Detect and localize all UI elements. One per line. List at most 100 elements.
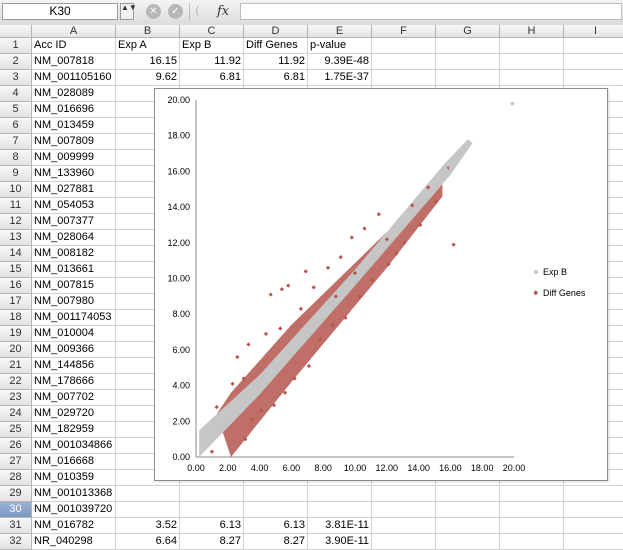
insert-function-button[interactable]: fx bbox=[217, 4, 230, 19]
cell[interactable]: 6.81 bbox=[180, 70, 244, 86]
column-header-b[interactable]: B bbox=[116, 25, 180, 38]
cell[interactable] bbox=[436, 486, 500, 502]
cell[interactable]: NM_054053 bbox=[32, 198, 116, 214]
cell[interactable] bbox=[564, 70, 623, 86]
row-header[interactable]: 16 bbox=[0, 278, 32, 294]
column-header-d[interactable]: D bbox=[244, 25, 308, 38]
cell[interactable] bbox=[244, 486, 308, 502]
cell[interactable] bbox=[436, 54, 500, 70]
cell[interactable]: NM_028089 bbox=[32, 86, 116, 102]
cell[interactable]: NM_001174053 bbox=[32, 310, 116, 326]
cell[interactable]: NM_016782 bbox=[32, 518, 116, 534]
cell[interactable]: NM_182959 bbox=[32, 422, 116, 438]
cell[interactable] bbox=[564, 486, 623, 502]
cell[interactable]: NM_001034866 bbox=[32, 438, 116, 454]
cell[interactable]: NM_001105160 bbox=[32, 70, 116, 86]
cell[interactable] bbox=[180, 486, 244, 502]
cell[interactable]: NM_009366 bbox=[32, 342, 116, 358]
cell[interactable]: 3.90E-11 bbox=[308, 534, 372, 550]
formula-input[interactable] bbox=[240, 3, 622, 20]
cancel-icon[interactable]: ✕ bbox=[146, 4, 161, 19]
cell[interactable]: Exp A bbox=[116, 38, 180, 54]
cell[interactable] bbox=[372, 534, 436, 550]
cell[interactable]: NM_008182 bbox=[32, 246, 116, 262]
column-header-c[interactable]: C bbox=[180, 25, 244, 38]
cell[interactable]: 3.52 bbox=[116, 518, 180, 534]
cell[interactable] bbox=[436, 518, 500, 534]
row-header[interactable]: 9 bbox=[0, 166, 32, 182]
cell[interactable] bbox=[436, 534, 500, 550]
row-header[interactable]: 7 bbox=[0, 134, 32, 150]
cell[interactable]: NM_144856 bbox=[32, 358, 116, 374]
column-header-h[interactable]: H bbox=[500, 25, 564, 38]
scatter-chart[interactable]: 0.00 2.00 4.00 6.00 8.00 10.00 12.00 14.00 16.00… bbox=[154, 88, 608, 481]
row-header[interactable]: 21 bbox=[0, 358, 32, 374]
cell[interactable]: NM_013459 bbox=[32, 118, 116, 134]
row-header[interactable]: 5 bbox=[0, 102, 32, 118]
cell[interactable]: 9.62 bbox=[116, 70, 180, 86]
name-box-dropdown-icon[interactable]: ▲▼ bbox=[120, 3, 137, 20]
cell[interactable]: 6.13 bbox=[180, 518, 244, 534]
row-header[interactable]: 13 bbox=[0, 230, 32, 246]
row-header[interactable]: 24 bbox=[0, 406, 32, 422]
cell[interactable] bbox=[436, 38, 500, 54]
cell[interactable]: 6.64 bbox=[116, 534, 180, 550]
column-header-e[interactable]: E bbox=[308, 25, 372, 38]
column-header-i[interactable]: I bbox=[564, 25, 623, 38]
cell[interactable]: NM_007809 bbox=[32, 134, 116, 150]
cell[interactable]: NM_010359 bbox=[32, 470, 116, 486]
cell[interactable]: NM_028064 bbox=[32, 230, 116, 246]
row-header[interactable]: 11 bbox=[0, 198, 32, 214]
cell[interactable] bbox=[564, 534, 623, 550]
cell[interactable]: 11.92 bbox=[180, 54, 244, 70]
row-header[interactable]: 28 bbox=[0, 470, 32, 486]
column-header-g[interactable]: G bbox=[436, 25, 500, 38]
cell[interactable]: NM_029720 bbox=[32, 406, 116, 422]
cell[interactable] bbox=[500, 70, 564, 86]
cell[interactable] bbox=[180, 502, 244, 518]
row-header[interactable]: 1 bbox=[0, 38, 32, 54]
select-all-corner[interactable] bbox=[0, 25, 32, 38]
cell[interactable] bbox=[372, 38, 436, 54]
cell[interactable] bbox=[372, 486, 436, 502]
row-header[interactable]: 32 bbox=[0, 534, 32, 550]
cell[interactable]: 3.81E-11 bbox=[308, 518, 372, 534]
cell[interactable] bbox=[436, 502, 500, 518]
cell[interactable]: p-value bbox=[308, 38, 372, 54]
cell[interactable] bbox=[500, 518, 564, 534]
row-header[interactable]: 20 bbox=[0, 342, 32, 358]
cell[interactable] bbox=[500, 534, 564, 550]
row-header[interactable]: 2 bbox=[0, 54, 32, 70]
cell[interactable]: Acc ID bbox=[32, 38, 116, 54]
cell[interactable]: NM_016668 bbox=[32, 454, 116, 470]
row-header[interactable]: 15 bbox=[0, 262, 32, 278]
cell[interactable] bbox=[308, 486, 372, 502]
row-header[interactable]: 3 bbox=[0, 70, 32, 86]
row-header[interactable]: 27 bbox=[0, 454, 32, 470]
row-header[interactable]: 18 bbox=[0, 310, 32, 326]
cell[interactable]: Exp B bbox=[180, 38, 244, 54]
cell[interactable] bbox=[116, 486, 180, 502]
row-header[interactable]: 4 bbox=[0, 86, 32, 102]
cell[interactable] bbox=[372, 518, 436, 534]
row-header[interactable]: 29 bbox=[0, 486, 32, 502]
row-header[interactable]: 17 bbox=[0, 294, 32, 310]
function-paren-icon[interactable]: ( bbox=[195, 4, 201, 19]
row-header[interactable]: 8 bbox=[0, 150, 32, 166]
cell[interactable] bbox=[500, 54, 564, 70]
cell[interactable] bbox=[564, 502, 623, 518]
cell[interactable]: 1.75E-37 bbox=[308, 70, 372, 86]
cell[interactable]: NM_007377 bbox=[32, 214, 116, 230]
cell[interactable]: NM_010004 bbox=[32, 326, 116, 342]
row-header[interactable]: 25 bbox=[0, 422, 32, 438]
cell[interactable] bbox=[372, 54, 436, 70]
cell[interactable]: NM_007702 bbox=[32, 390, 116, 406]
row-header[interactable]: 31 bbox=[0, 518, 32, 534]
cell[interactable]: 16.15 bbox=[116, 54, 180, 70]
column-header-a[interactable]: A bbox=[32, 25, 116, 38]
cell[interactable] bbox=[244, 502, 308, 518]
cell[interactable]: NM_133960 bbox=[32, 166, 116, 182]
row-header[interactable]: 23 bbox=[0, 390, 32, 406]
row-header[interactable]: 22 bbox=[0, 374, 32, 390]
enter-icon[interactable]: ✓ bbox=[168, 4, 183, 19]
